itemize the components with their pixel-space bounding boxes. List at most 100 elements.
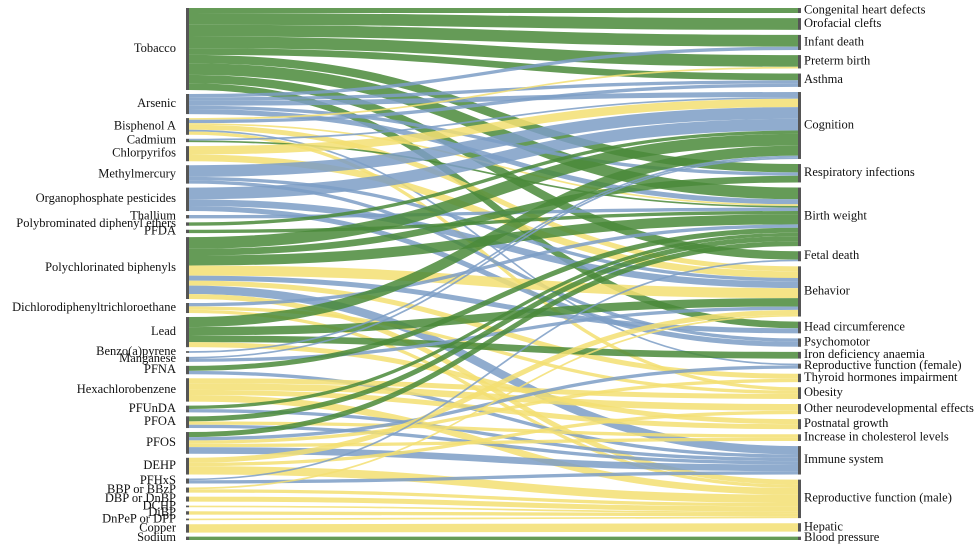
source-node xyxy=(186,487,189,493)
target-label: Thyroid hormones impairment xyxy=(804,370,958,384)
source-label: Thallium xyxy=(130,209,176,223)
source-label: Bisphenol A xyxy=(114,118,176,132)
source-label: PFDA xyxy=(144,223,176,237)
link xyxy=(188,66,799,120)
link xyxy=(188,389,799,430)
link xyxy=(188,378,799,444)
link xyxy=(188,511,799,517)
link xyxy=(188,130,799,226)
source-label: Hexachlorobenzene xyxy=(77,382,177,396)
target-node xyxy=(798,8,801,14)
link xyxy=(188,124,799,272)
source-node xyxy=(186,511,189,515)
link xyxy=(188,224,799,307)
target-node xyxy=(798,92,801,159)
link xyxy=(188,275,799,334)
source-label: BBP or BBzP xyxy=(107,482,176,496)
source-node xyxy=(186,416,189,429)
source-node xyxy=(186,536,189,540)
target-node xyxy=(798,536,801,540)
link xyxy=(188,98,799,155)
target-node xyxy=(798,479,801,519)
link xyxy=(188,314,799,490)
target-label: Immune system xyxy=(804,452,884,466)
source-label: DCHP xyxy=(143,498,176,512)
target-label: Infant death xyxy=(804,34,865,48)
link xyxy=(188,92,799,106)
source-label: PFOS xyxy=(146,435,176,449)
source-label: PFHxS xyxy=(140,473,176,487)
target-node xyxy=(798,164,801,183)
link xyxy=(188,133,799,249)
link xyxy=(188,471,799,484)
link xyxy=(188,489,799,507)
target-node xyxy=(798,338,801,347)
target-node xyxy=(798,363,801,369)
target-node xyxy=(798,251,801,262)
link xyxy=(188,118,799,200)
source-node xyxy=(186,8,189,90)
link xyxy=(188,241,799,438)
link xyxy=(188,175,799,256)
source-label: Methylmercury xyxy=(98,166,177,180)
link xyxy=(188,155,799,353)
target-label: Cognition xyxy=(804,117,855,131)
target-label: Fetal death xyxy=(804,248,860,262)
source-node xyxy=(186,138,189,143)
source-node xyxy=(186,524,189,533)
source-node xyxy=(186,222,189,226)
link xyxy=(188,80,799,101)
source-node xyxy=(186,118,189,135)
source-node xyxy=(186,165,189,184)
source-node xyxy=(186,317,189,348)
target-node xyxy=(798,34,801,50)
target-label: Obesity xyxy=(804,385,844,399)
target-label: Iron deficiency anaemia xyxy=(804,347,925,361)
link xyxy=(188,298,799,336)
target-node xyxy=(798,373,801,383)
target-node xyxy=(798,387,801,399)
target-label: Head circumference xyxy=(804,319,905,333)
source-label: Benzo(a)pyrene xyxy=(96,344,176,358)
link xyxy=(188,342,799,425)
link xyxy=(188,145,799,328)
target-node xyxy=(798,73,801,87)
source-label: DnPeP or DPP xyxy=(102,511,176,525)
link xyxy=(188,24,799,47)
link xyxy=(188,370,799,458)
link xyxy=(188,107,799,177)
source-label: PFUnDA xyxy=(129,401,176,415)
target-node xyxy=(798,351,801,359)
link xyxy=(188,227,799,371)
target-node xyxy=(798,321,801,334)
source-label: DiBP xyxy=(148,505,176,519)
target-label: Hepatic xyxy=(804,519,843,533)
link xyxy=(188,83,799,124)
source-node xyxy=(186,505,189,508)
target-node xyxy=(798,523,801,532)
source-label: Organophosphate pesticides xyxy=(36,191,176,205)
source-label: PFNA xyxy=(144,362,176,376)
target-label: Behavior xyxy=(804,283,851,297)
link xyxy=(188,505,799,514)
target-node xyxy=(798,419,801,430)
target-node xyxy=(798,18,801,30)
source-node xyxy=(186,229,189,234)
target-label: Postnatal growth xyxy=(804,416,889,430)
target-label: Blood pressure xyxy=(804,530,880,544)
source-node xyxy=(186,496,189,502)
source-node xyxy=(186,518,189,521)
source-label: Polychlorinated biphenyls xyxy=(45,260,176,274)
target-label: Congenital heart defects xyxy=(804,2,926,16)
source-label: PFOA xyxy=(144,414,176,428)
target-node xyxy=(798,434,801,441)
target-label: Increase in cholesterol levels xyxy=(804,430,949,444)
source-label: Chlorpyrifos xyxy=(112,146,176,160)
link xyxy=(188,309,799,463)
link xyxy=(188,210,799,234)
source-label: DEHP xyxy=(143,458,176,472)
target-label: Psychomotor xyxy=(804,334,871,348)
link xyxy=(188,232,799,409)
source-node xyxy=(186,215,189,219)
